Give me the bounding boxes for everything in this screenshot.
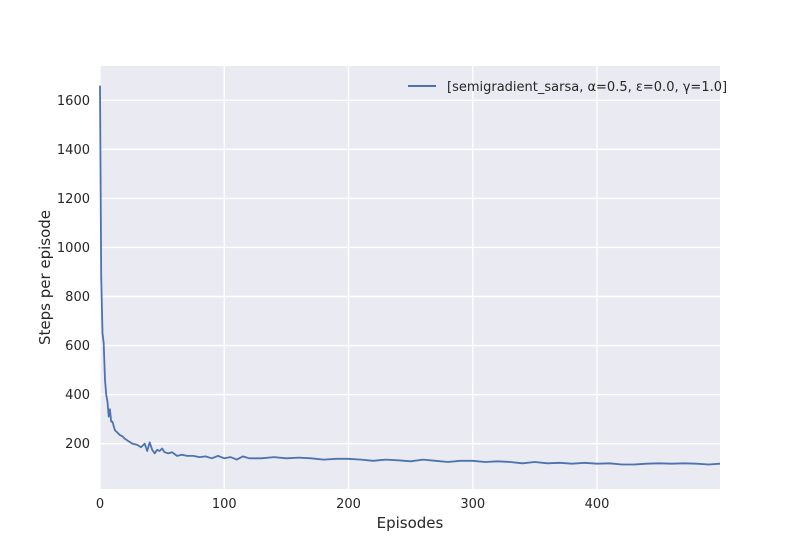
y-tick-label: 400 [65, 388, 90, 403]
legend: [semigradient_sarsa, α=0.5, ε=0.0, γ=1.0… [408, 80, 727, 95]
y-tick-label: 800 [65, 290, 90, 305]
y-tick-label: 600 [65, 339, 90, 354]
y-tick-label: 1200 [57, 192, 90, 207]
y-axis-label: Steps per episode [36, 210, 54, 345]
y-tick-label: 1000 [57, 241, 90, 256]
series-line-0 [99, 85, 721, 466]
x-tick-label: 0 [96, 497, 104, 512]
series-layer [99, 85, 721, 466]
grid-lines [99, 66, 720, 489]
x-tick-label: 400 [585, 497, 610, 512]
legend-label: [semigradient_sarsa, α=0.5, ε=0.0, γ=1.0… [447, 80, 727, 95]
x-tick-label: 300 [460, 497, 485, 512]
x-tick-label: 100 [212, 497, 237, 512]
plot-background [100, 66, 720, 489]
y-tick-label: 1400 [57, 143, 90, 158]
x-tick-label: 200 [336, 497, 361, 512]
y-tick-label: 1600 [57, 94, 90, 109]
x-axis-label: Episodes [377, 514, 444, 532]
tick-labels: 0 100 200 300 400 200 400 600 800 1000 1200 1400 160… [57, 94, 610, 512]
y-tick-label: 200 [65, 437, 90, 452]
